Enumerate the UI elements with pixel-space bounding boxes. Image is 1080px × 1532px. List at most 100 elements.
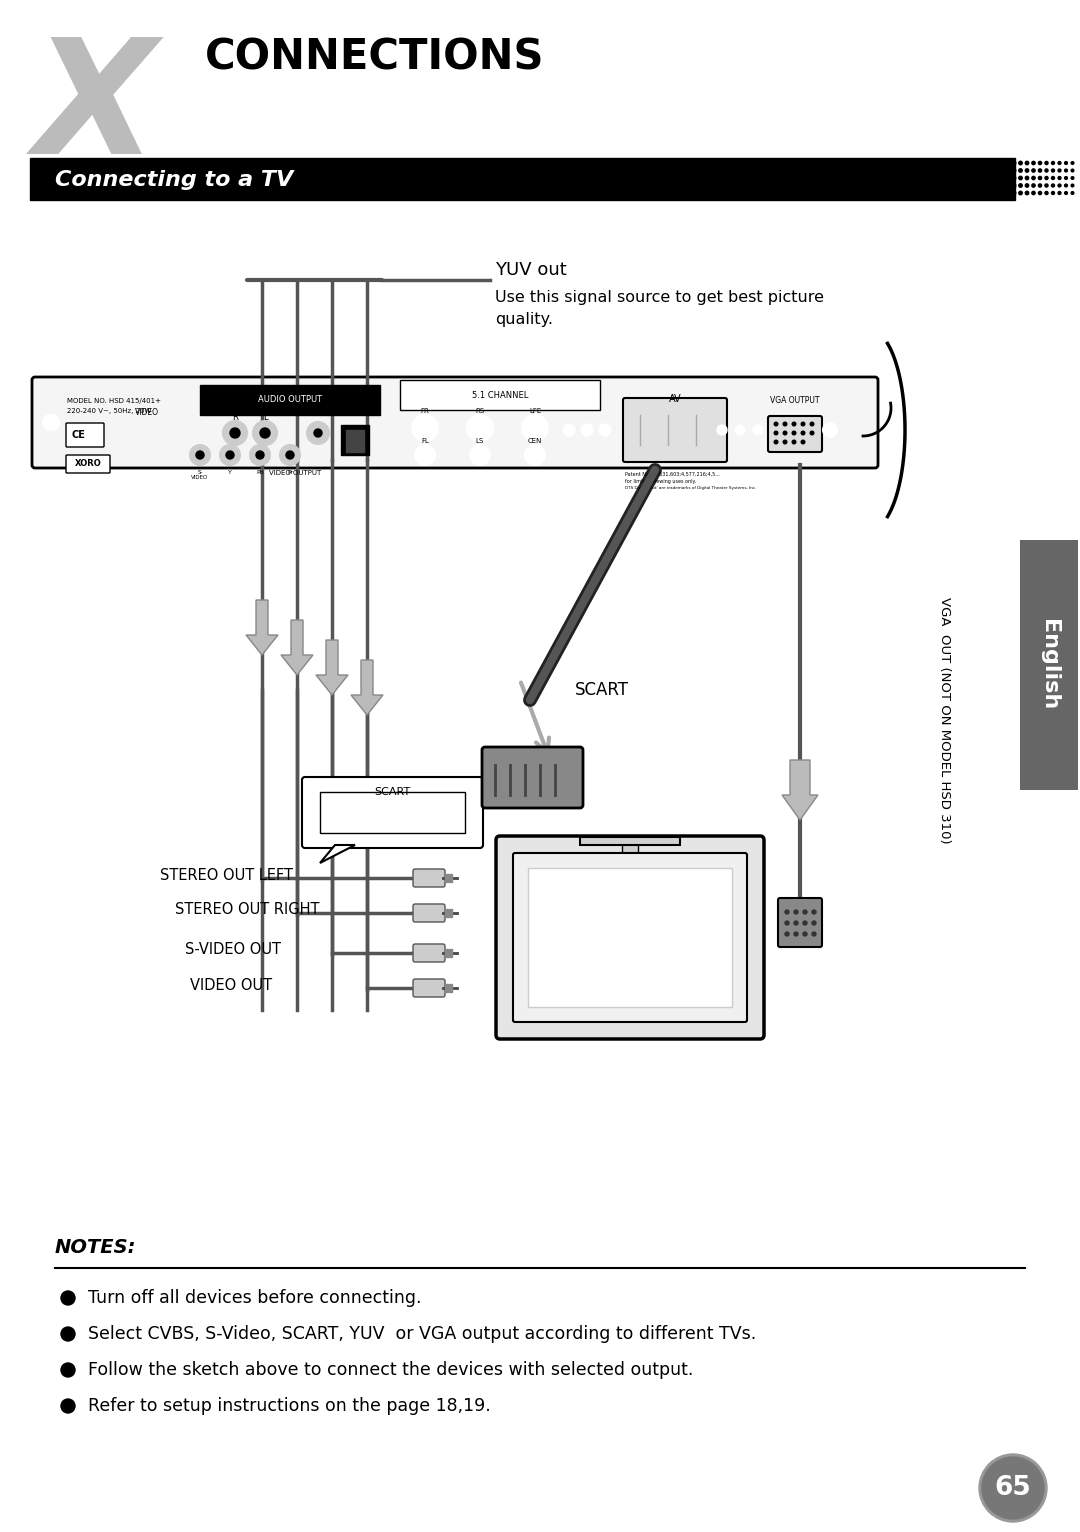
Circle shape <box>1052 184 1054 187</box>
Circle shape <box>1018 192 1023 195</box>
Text: DTS Digital Out' are trademarks of Digital Theater Systems, Inc.: DTS Digital Out' are trademarks of Digit… <box>625 486 756 490</box>
Circle shape <box>1038 184 1041 187</box>
Circle shape <box>1045 184 1048 187</box>
FancyBboxPatch shape <box>66 455 110 473</box>
Circle shape <box>993 176 997 179</box>
Circle shape <box>1065 169 1067 172</box>
Circle shape <box>1071 192 1074 195</box>
Text: VIDEO: VIDEO <box>135 408 159 417</box>
Text: VIDEO OUT: VIDEO OUT <box>190 977 272 993</box>
Circle shape <box>60 1291 75 1305</box>
Text: Follow the sketch above to connect the devices with selected output.: Follow the sketch above to connect the d… <box>87 1360 693 1379</box>
Circle shape <box>1065 161 1067 164</box>
Circle shape <box>1065 192 1067 195</box>
Bar <box>449 948 453 958</box>
Text: YUV out: YUV out <box>495 260 567 279</box>
Text: Pb: Pb <box>256 470 264 475</box>
Bar <box>449 984 453 993</box>
Bar <box>580 836 680 846</box>
Text: Y: Y <box>228 470 232 475</box>
Polygon shape <box>782 760 818 820</box>
Circle shape <box>249 444 270 466</box>
Bar <box>445 948 448 958</box>
Circle shape <box>794 931 798 936</box>
Circle shape <box>999 161 1003 165</box>
Circle shape <box>1012 169 1016 172</box>
Bar <box>528 869 732 1007</box>
Circle shape <box>1071 169 1074 172</box>
Circle shape <box>753 424 762 435</box>
Circle shape <box>1018 184 1023 187</box>
Circle shape <box>220 444 240 466</box>
Circle shape <box>190 444 210 466</box>
Circle shape <box>1025 192 1029 195</box>
Bar <box>449 908 453 918</box>
FancyBboxPatch shape <box>623 398 727 463</box>
Circle shape <box>599 424 611 437</box>
Circle shape <box>1052 169 1054 172</box>
Circle shape <box>1031 184 1035 187</box>
Text: LFE: LFE <box>529 408 541 414</box>
Circle shape <box>286 450 294 460</box>
Circle shape <box>60 1327 75 1340</box>
Circle shape <box>986 176 990 179</box>
Circle shape <box>993 161 997 165</box>
Circle shape <box>525 444 545 466</box>
Circle shape <box>986 161 990 165</box>
Circle shape <box>1031 176 1035 179</box>
Circle shape <box>1065 176 1067 179</box>
Circle shape <box>794 910 798 915</box>
Text: 5.1 CHANNEL: 5.1 CHANNEL <box>472 391 528 400</box>
Circle shape <box>1012 176 1016 179</box>
Circle shape <box>785 921 789 925</box>
FancyBboxPatch shape <box>778 898 822 947</box>
Circle shape <box>1052 192 1054 195</box>
Text: CE: CE <box>72 430 86 440</box>
Text: NOTES:: NOTES: <box>55 1238 136 1256</box>
Text: FL: FL <box>421 438 429 444</box>
Circle shape <box>1031 161 1035 164</box>
Circle shape <box>1018 169 1023 172</box>
Circle shape <box>804 931 807 936</box>
Text: STEREO OUT LEFT: STEREO OUT LEFT <box>160 867 293 882</box>
Text: 220-240 V~, 50Hz, 20W: 220-240 V~, 50Hz, 20W <box>67 408 151 414</box>
FancyBboxPatch shape <box>302 777 483 849</box>
Circle shape <box>314 429 322 437</box>
Circle shape <box>982 1457 1044 1520</box>
Text: S-
VIDEO: S- VIDEO <box>191 470 208 481</box>
Text: X: X <box>33 32 157 187</box>
Circle shape <box>801 423 805 426</box>
Circle shape <box>785 931 789 936</box>
Circle shape <box>1031 169 1035 172</box>
Bar <box>400 380 600 411</box>
Circle shape <box>1025 176 1029 179</box>
Circle shape <box>1005 176 1010 179</box>
Text: VGA  OUT (NOT ON MODEL HSD 310): VGA OUT (NOT ON MODEL HSD 310) <box>939 596 951 843</box>
Circle shape <box>60 1363 75 1377</box>
Circle shape <box>783 423 787 426</box>
Circle shape <box>810 423 814 426</box>
Circle shape <box>793 423 796 426</box>
Circle shape <box>1005 184 1010 187</box>
Bar <box>622 840 638 863</box>
Circle shape <box>1071 184 1074 187</box>
Circle shape <box>230 427 240 438</box>
Circle shape <box>195 450 204 460</box>
Circle shape <box>1071 176 1074 179</box>
Text: VIDEO OUTPUT: VIDEO OUTPUT <box>269 470 321 476</box>
Circle shape <box>260 427 270 438</box>
Text: Refer to setup instructions on the page 18,19.: Refer to setup instructions on the page … <box>87 1397 490 1416</box>
Circle shape <box>43 415 59 430</box>
Bar <box>445 984 448 993</box>
Circle shape <box>717 424 727 435</box>
Circle shape <box>470 444 490 466</box>
Circle shape <box>1052 161 1054 164</box>
Bar <box>449 873 453 882</box>
Text: Turn off all devices before connecting.: Turn off all devices before connecting. <box>87 1288 421 1307</box>
Circle shape <box>735 424 745 435</box>
Circle shape <box>522 415 548 441</box>
Bar <box>346 430 364 452</box>
Circle shape <box>993 192 997 195</box>
FancyBboxPatch shape <box>413 869 445 887</box>
Circle shape <box>793 430 796 435</box>
